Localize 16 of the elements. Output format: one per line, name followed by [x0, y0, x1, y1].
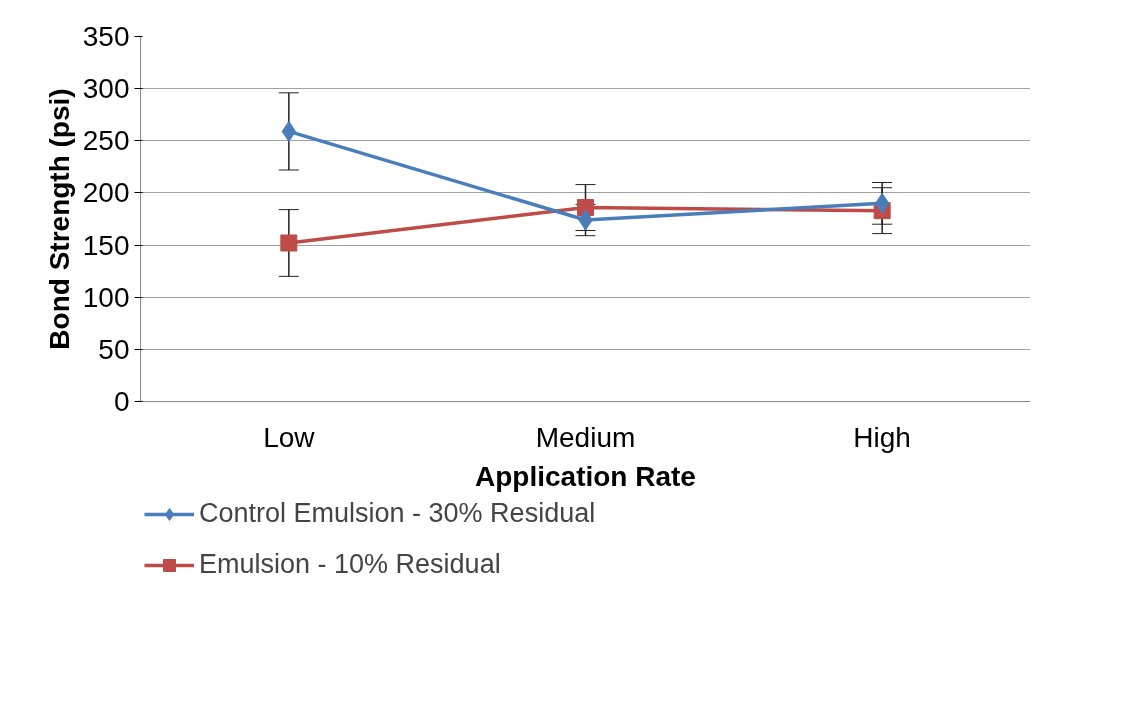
legend-label: Emulsion - 10% Residual — [199, 549, 501, 580]
legend-label: Control Emulsion - 30% Residual — [199, 498, 596, 529]
y-tick-label: 150 — [82, 229, 130, 261]
x-tick-label: Medium — [535, 421, 636, 453]
y-tick-label: 250 — [82, 125, 130, 157]
point — [280, 234, 298, 252]
y-axis-title: Bond Strength (psi) — [43, 88, 75, 350]
y-tick-label: 200 — [82, 177, 130, 209]
y-tick-label: 0 — [113, 386, 130, 417]
y-tick-label: 350 — [82, 21, 130, 52]
y-tick-label: 300 — [82, 73, 130, 105]
x-tick-label: High — [853, 421, 911, 453]
y-tick-label: 100 — [82, 281, 130, 313]
x-tick-label: Low — [263, 421, 316, 453]
y-tick-label: 50 — [98, 333, 130, 365]
x-axis-title: Application Rate — [475, 460, 696, 492]
